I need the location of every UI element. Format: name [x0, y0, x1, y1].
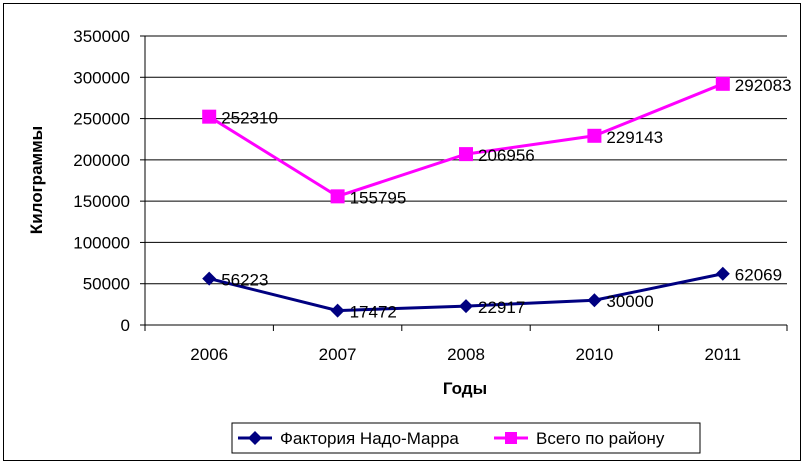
- data-point-square: [202, 109, 217, 124]
- data-label: 22917: [478, 298, 525, 317]
- y-tick-label: 350000: [73, 27, 130, 46]
- x-tick-label: 2008: [447, 345, 485, 364]
- chart-frame: [3, 3, 801, 461]
- data-label: 30000: [606, 292, 653, 311]
- data-label: 229143: [606, 128, 663, 147]
- y-tick-label: 50000: [83, 275, 130, 294]
- data-point-square: [715, 76, 730, 91]
- legend-diamond-icon: [248, 431, 262, 445]
- series-layer: [202, 76, 730, 318]
- legend: Фактория Надо-Марра Всего по району: [231, 422, 701, 454]
- data-label: 206956: [478, 146, 535, 165]
- x-tick-label: 2006: [190, 345, 228, 364]
- y-tick-label: 150000: [73, 192, 130, 211]
- legend-label-series-1: Фактория Надо-Марра: [280, 429, 459, 448]
- legend-box: [231, 422, 701, 454]
- data-label: 17472: [350, 303, 397, 322]
- data-point-diamond: [330, 303, 345, 318]
- x-tick-label: 2007: [319, 345, 357, 364]
- x-tick-label: 2011: [705, 345, 742, 364]
- data-point-diamond: [202, 271, 217, 286]
- axes: 0 50000 100000 150000 200000 250000 300000 3500…: [73, 27, 788, 364]
- data-point-square: [330, 189, 345, 204]
- y-tick-label: 250000: [73, 110, 130, 129]
- y-axis-title: Килограммы: [27, 126, 46, 234]
- data-label: 292083: [735, 76, 792, 95]
- x-tick-label: 2010: [575, 345, 613, 364]
- data-label: 62069: [735, 266, 782, 285]
- data-labels: 56223 17472 22917 30000 62069 252310 155795 206…: [221, 76, 791, 322]
- data-point-square: [587, 128, 602, 143]
- data-point-diamond: [459, 299, 473, 314]
- data-point-diamond: [587, 293, 602, 308]
- y-tick-label: 300000: [73, 68, 130, 87]
- data-label: 56223: [221, 271, 268, 290]
- legend-square-icon: [505, 432, 517, 444]
- data-label: 155795: [350, 188, 407, 207]
- legend-label-series-2: Всего по району: [536, 429, 665, 448]
- y-tick-label: 100000: [73, 233, 130, 252]
- data-label: 252310: [221, 109, 278, 128]
- data-point-diamond: [715, 266, 730, 281]
- x-axis-title: Годы: [443, 379, 487, 398]
- y-tick-label: 0: [121, 316, 130, 335]
- data-point-square: [459, 147, 473, 162]
- y-tick-label: 200000: [73, 151, 130, 170]
